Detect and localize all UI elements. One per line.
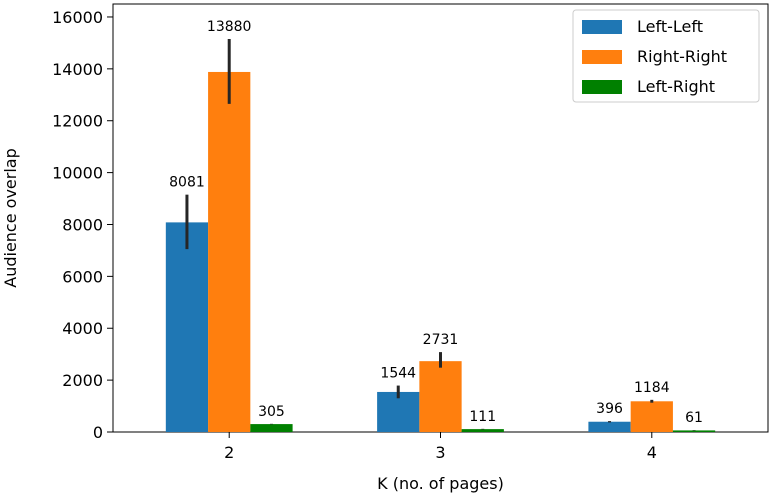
bar-left-left-k4 [588, 421, 631, 432]
x-tick-label: 3 [435, 443, 445, 462]
y-tick-label: 8000 [62, 215, 103, 234]
legend-swatch-left-left [582, 20, 622, 34]
legend-label-right-right: Right-Right [637, 47, 727, 66]
y-tick-label: 0 [93, 423, 103, 442]
data-label-left-left-k4: 396 [596, 401, 623, 417]
y-tick-label: 4000 [62, 319, 103, 338]
x-tick-label: 2 [224, 443, 234, 462]
data-label-left-right-k4: 61 [685, 410, 703, 426]
y-tick-label: 10000 [52, 164, 103, 183]
y-tick-label: 6000 [62, 267, 103, 286]
bar-left-right-k3 [461, 429, 504, 432]
y-tick-label: 12000 [52, 112, 103, 131]
bar-left-left-k3 [377, 391, 420, 432]
bar-right-right-k4 [630, 401, 673, 432]
bar-left-right-k2 [250, 424, 293, 432]
legend-label-left-left: Left-Left [637, 17, 703, 36]
data-label-right-right-k2: 13880 [207, 19, 252, 35]
bar-left-right-k4 [672, 430, 716, 432]
bar-right-right-k2 [208, 71, 251, 432]
bars: 8081 1544 396 13880 2731 1184 305 111 61 [165, 19, 716, 432]
legend-swatch-left-right [582, 80, 622, 94]
data-label-left-left-k2: 8081 [169, 175, 205, 191]
x-axis: 2 3 4 [224, 432, 657, 462]
x-axis-label: K (no. of pages) [377, 474, 504, 493]
legend-label-left-right: Left-Right [637, 77, 715, 96]
data-label-right-right-k4: 1184 [634, 380, 670, 396]
legend-swatch-right-right [582, 50, 622, 64]
data-label-left-right-k2: 305 [258, 404, 285, 420]
y-tick-label: 16000 [52, 8, 103, 27]
data-label-right-right-k3: 2731 [423, 332, 459, 348]
y-tick-label: 2000 [62, 371, 103, 390]
y-axis: 0 2000 4000 6000 8000 10000 12000 14000 16000 [52, 8, 113, 442]
legend: Left-Left Right-Right Left-Right [572, 9, 760, 103]
y-tick-label: 14000 [52, 60, 103, 79]
bar-right-right-k3 [419, 361, 462, 432]
bar-left-left-k2 [165, 222, 209, 432]
x-tick-label: 4 [647, 443, 657, 462]
y-axis-label: Audience overlap [1, 148, 20, 287]
data-label-left-right-k3: 111 [469, 409, 496, 425]
data-label-left-left-k3: 1544 [380, 366, 416, 382]
